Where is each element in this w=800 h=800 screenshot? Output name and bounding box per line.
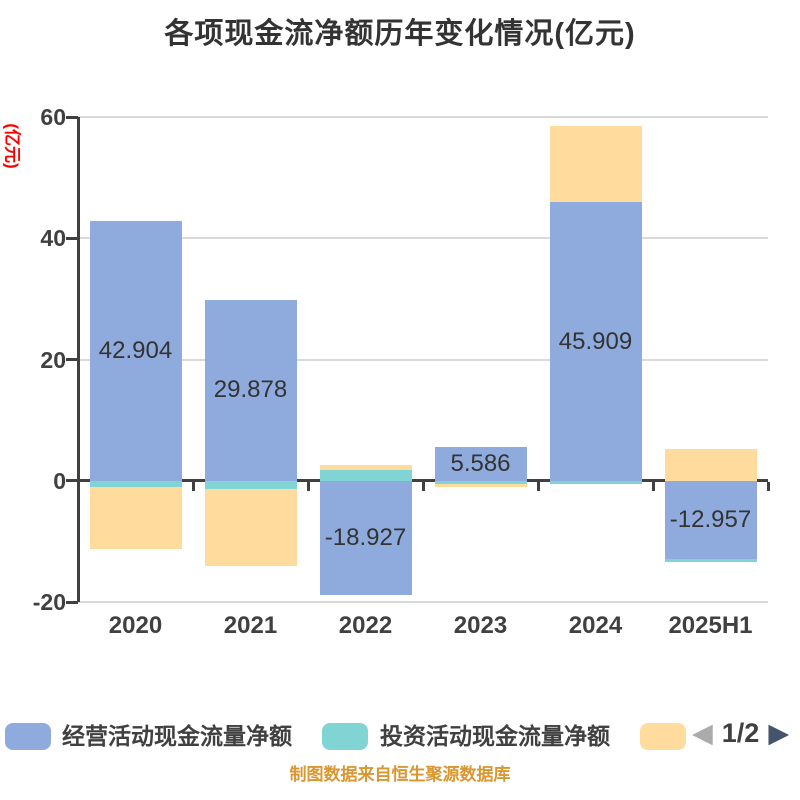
chart-title: 各项现金流净额历年变化情况(亿元) (164, 18, 636, 50)
bar-segment-series3-2023[interactable] (434, 483, 527, 487)
x-axis-tick (651, 482, 655, 492)
x-axis-label-2023: 2023 (453, 612, 508, 639)
bar-segment-operating-2020[interactable] (89, 220, 182, 481)
y-axis-tick (66, 236, 78, 240)
y-gridline (78, 601, 768, 603)
x-axis-label-2022: 2022 (338, 612, 393, 639)
bar-segment-series3-2021[interactable] (204, 488, 297, 566)
y-axis-line (76, 117, 80, 602)
x-axis-tick (536, 482, 540, 492)
legend-swatch-2[interactable] (322, 723, 368, 750)
bar-segment-investing-2023[interactable] (434, 480, 527, 484)
bar-segment-series3-2024[interactable] (549, 126, 642, 203)
bar-value-label: 42.904 (98, 336, 173, 364)
legend-swatch-1[interactable] (5, 723, 51, 750)
y-tick-label: 60 (40, 104, 66, 130)
y-axis-tick (66, 115, 78, 119)
legend-swatch-3[interactable] (640, 723, 686, 750)
y-axis-tick (66, 479, 78, 483)
y-axis-tick (66, 358, 78, 361)
bar-segment-investing-2022[interactable] (319, 470, 412, 481)
bar-value-label: 5.586 (450, 449, 511, 477)
legend-label-2[interactable]: 投资活动现金流量净额 (380, 723, 610, 749)
bar-segment-operating-2021[interactable] (204, 299, 297, 481)
legend-pager: ◀ 1/2 ▶ (692, 716, 789, 750)
legend-label-1[interactable]: 经营活动现金流量净额 (62, 723, 292, 749)
y-gridline (78, 116, 768, 118)
x-axis-tick (306, 482, 310, 492)
y-tick-label: 40 (40, 225, 66, 252)
y-tick-label: 0 (53, 467, 66, 494)
y-gridline (78, 237, 768, 240)
pager-next-icon[interactable]: ▶ (768, 718, 790, 748)
x-axis-tick (421, 482, 425, 492)
y-gridline (78, 358, 768, 361)
x-axis-tick (76, 482, 80, 492)
bar-segment-series3-2022[interactable] (319, 464, 412, 471)
bar-segment-operating-2023[interactable] (434, 446, 527, 481)
x-axis-zero-line (78, 479, 768, 483)
bar-segment-investing-2021[interactable] (204, 480, 297, 489)
bar-segment-operating-2024[interactable] (549, 202, 642, 481)
bar-value-label: -12.957 (669, 506, 752, 534)
x-axis-label-2021: 2021 (223, 612, 278, 639)
bar-segment-investing-2024[interactable] (549, 480, 642, 485)
pager-page-indicator: 1/2 (721, 718, 760, 748)
x-axis-label-2025H1: 2025H1 (668, 612, 753, 639)
bar-value-label: 29.878 (213, 376, 288, 404)
bar-segment-operating-2022[interactable] (319, 480, 412, 596)
source-note: 制图数据来自恒生聚源数据库 (289, 765, 511, 784)
y-tick-label: 20 (40, 346, 66, 373)
y-tick-label: -20 (32, 589, 66, 615)
x-axis-tick (191, 482, 195, 492)
x-axis-label-2024: 2024 (568, 612, 623, 639)
bar-segment-operating-2025H1[interactable] (664, 480, 757, 560)
bar-value-label: -18.927 (324, 524, 407, 552)
bar-segment-series3-2020[interactable] (89, 486, 182, 549)
bar-value-label: 45.909 (558, 327, 633, 355)
bar-segment-investing-2025H1[interactable] (664, 559, 757, 562)
y-axis-tick (66, 600, 78, 604)
x-axis-tick (766, 482, 770, 492)
bar-segment-investing-2020[interactable] (89, 480, 182, 487)
bar-segment-series3-2025H1[interactable] (664, 449, 757, 481)
pager-prev-icon[interactable]: ◀ (692, 718, 713, 748)
x-axis-label-2020: 2020 (108, 612, 163, 639)
